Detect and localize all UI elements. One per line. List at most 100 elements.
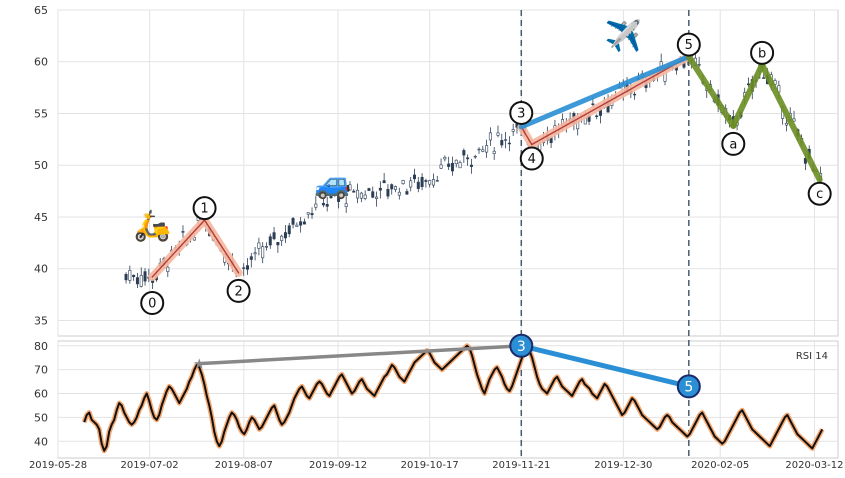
price-panel: [57, 9, 839, 337]
candle-body: [492, 150, 496, 154]
wave-label-circle: [750, 40, 775, 65]
price-y-tick-label: 50: [34, 159, 48, 172]
candle-body: [401, 180, 405, 184]
candle-body: [481, 149, 485, 152]
candle-body: [280, 235, 284, 241]
rsi-wave-label-5: 5: [684, 379, 693, 395]
wave-label-circle: [721, 131, 746, 156]
candle-body: [412, 174, 416, 180]
candle-body: [500, 140, 504, 146]
candle-body: [633, 93, 637, 96]
candle-body: [431, 179, 435, 186]
x-tick-label: 2019-07-02: [121, 460, 179, 471]
price-y-tick-label: 60: [34, 56, 48, 69]
candle-body: [356, 189, 360, 199]
candle-body: [504, 139, 508, 141]
candle-body: [124, 274, 128, 281]
candle-body: [132, 274, 136, 278]
candle-body: [306, 212, 310, 215]
candle-body: [466, 157, 470, 160]
candle-body: [348, 184, 352, 191]
candle-body: [359, 192, 363, 199]
candle-body: [462, 150, 466, 156]
candle-body: [318, 191, 322, 197]
candle-body: [394, 186, 398, 190]
candle-body: [128, 270, 132, 281]
candle-body: [268, 236, 272, 246]
candle-body: [283, 232, 287, 239]
correction-line: [730, 61, 766, 129]
wave-label-2: 2: [234, 284, 242, 299]
candle-body: [784, 122, 788, 126]
candle-body: [143, 271, 147, 282]
impulse-line: [531, 55, 690, 146]
candle-body: [454, 159, 458, 165]
candle-body: [416, 181, 420, 189]
candle-body: [287, 225, 291, 235]
candle-body: [386, 189, 390, 197]
candle-body: [135, 277, 139, 285]
x-tick-label: 2019-08-07: [215, 460, 273, 471]
candle-body: [507, 142, 511, 145]
impulse-line: [151, 219, 206, 278]
candle-body: [469, 164, 473, 167]
candle-body: [321, 202, 325, 206]
rsi-line: [83, 344, 824, 452]
wave-label-c: c: [816, 187, 823, 202]
candle-body: [249, 256, 253, 260]
wave-label-circle: [509, 100, 534, 125]
wave-label-3: 3: [517, 106, 525, 121]
price-y-tick-label: 40: [34, 263, 48, 276]
candle-body: [325, 204, 329, 207]
candle-body: [447, 163, 451, 167]
candle-body: [253, 252, 257, 255]
wave-label-circle: [519, 146, 544, 171]
wave-label-a: a: [729, 137, 737, 152]
candle-body: [272, 232, 276, 240]
candle-body: [397, 191, 401, 196]
candle-body: [424, 180, 428, 182]
candle-body: [420, 176, 424, 187]
candle-body: [762, 77, 766, 79]
candle-body: [246, 265, 250, 270]
candle-body: [257, 242, 261, 249]
rsi-wave-circle: [676, 374, 701, 399]
rsi-peak-star: ★: [193, 357, 206, 373]
candle-body: [291, 218, 295, 225]
price-y-tick-label: 45: [34, 211, 48, 224]
candle-body: [435, 180, 439, 182]
candle-body: [591, 103, 595, 105]
x-tick-label: 2019-05-28: [29, 460, 87, 471]
candle-body: [496, 132, 500, 136]
candle-body: [242, 267, 246, 269]
impulse-line: [520, 126, 533, 146]
wave-label-0: 0: [148, 297, 156, 312]
candle-body: [803, 158, 807, 164]
candle-body: [473, 155, 477, 158]
candle-body: [310, 213, 314, 216]
wave-label-circle: [192, 196, 217, 221]
candle-body: [371, 191, 375, 198]
wave-label-circle: [226, 278, 251, 303]
x-tick-label: 2019-11-21: [492, 460, 550, 471]
candle-body: [166, 266, 170, 272]
rsi-grey-divergence-line: [199, 344, 522, 366]
candle-body: [458, 162, 462, 169]
wave-label-4: 4: [528, 152, 536, 167]
scooter-icon: 🛵: [134, 209, 171, 244]
candle-body: [443, 157, 447, 160]
correction-line: [759, 61, 823, 183]
candle-body: [595, 115, 599, 117]
candle-body: [378, 187, 382, 191]
candle-body: [485, 145, 489, 153]
candle-body: [192, 236, 196, 241]
x-tick-label: 2020-03-12: [785, 460, 843, 471]
wave-label-circle: [676, 32, 701, 57]
candle-body: [299, 221, 303, 226]
candle-body: [363, 194, 367, 199]
impulse-line: [203, 219, 240, 274]
candle-body: [344, 203, 348, 207]
wave-label-b: b: [758, 46, 766, 61]
